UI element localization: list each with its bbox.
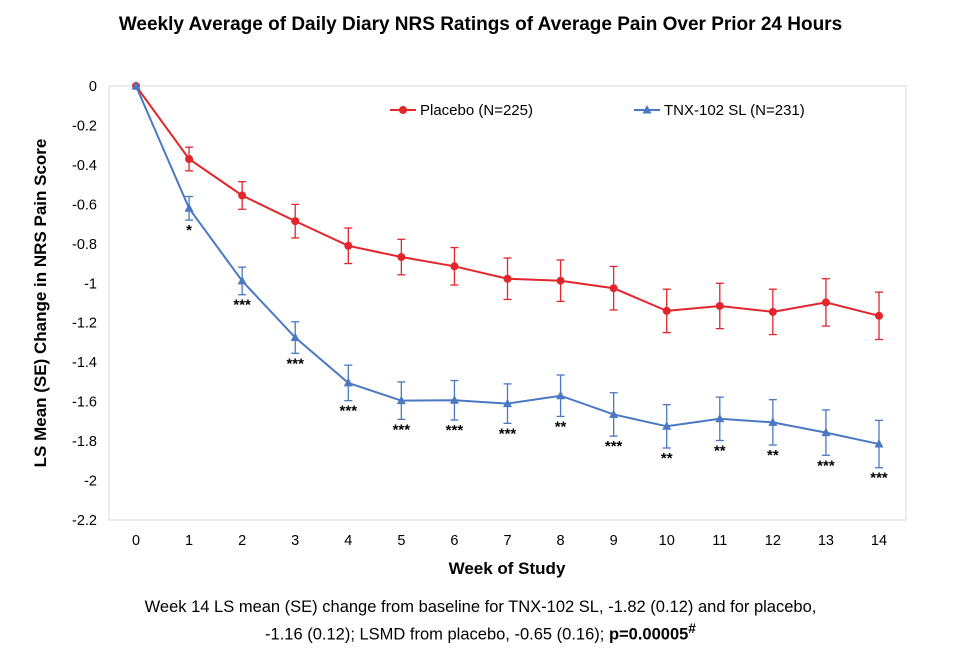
plot-area	[108, 85, 907, 521]
data-point	[397, 253, 406, 262]
significance-label: ***	[233, 297, 251, 314]
y-tick-label: -1	[84, 276, 97, 292]
data-point	[184, 203, 194, 212]
data-point	[556, 390, 566, 400]
significance-label: ***	[393, 421, 411, 438]
significance-label: **	[555, 418, 567, 435]
x-tick-label: 13	[818, 533, 834, 549]
data-point	[821, 298, 830, 307]
significance-label: **	[767, 447, 779, 464]
x-tick-label: 3	[291, 533, 299, 549]
legend: Placebo (N=225) TNX-102 SL (N=231)	[390, 102, 805, 119]
data-point	[768, 417, 778, 426]
y-tick-label: -2.2	[72, 513, 97, 529]
series-layer	[131, 81, 884, 469]
y-axis-ticks: 0 -0.2 -0.4 -0.6 -0.8 -1 -1.2 -1.4 -1.6 -1.8 -2 -2.…	[72, 79, 97, 529]
x-axis-label: Week of Study	[449, 559, 566, 578]
data-point	[821, 427, 831, 437]
x-tick-label: 5	[397, 533, 405, 549]
caption-line-2-text: -1.16 (0.12); LSMD from placebo, -0.65 (…	[265, 625, 609, 644]
x-tick-label: 6	[450, 533, 458, 549]
y-tick-label: -0.6	[72, 197, 97, 213]
data-point	[715, 413, 725, 423]
data-point	[290, 332, 300, 342]
significance-label: ***	[870, 470, 888, 487]
caption: Week 14 LS mean (SE) change from baselin…	[20, 596, 941, 646]
caption-line-2: -1.16 (0.12); LSMD from placebo, -0.65 (…	[20, 618, 941, 646]
line-chart: 0 -0.2 -0.4 -0.6 -0.8 -1 -1.2 -1.4 -1.6 -1.8 -2 -2.…	[31, 79, 907, 578]
data-point	[344, 241, 353, 250]
data-point	[449, 395, 459, 404]
significance-label: ***	[499, 425, 517, 442]
x-tick-label: 1	[185, 533, 193, 549]
legend-label: Placebo (N=225)	[420, 102, 533, 119]
data-point	[609, 284, 618, 293]
legend-item-1: Placebo (N=225)	[390, 102, 533, 119]
p-value-footnote-mark: #	[688, 621, 696, 636]
data-point	[238, 191, 247, 200]
y-tick-label: 0	[89, 79, 97, 95]
significance-label: ***	[817, 457, 835, 474]
data-point	[396, 395, 406, 405]
x-tick-label: 2	[238, 533, 246, 549]
data-point	[609, 409, 619, 418]
data-point	[503, 274, 512, 283]
legend-marker	[642, 105, 652, 114]
data-point	[875, 311, 883, 320]
legend-label: TNX-102 SL (N=231)	[664, 102, 805, 119]
x-tick-label: 9	[610, 533, 618, 549]
y-tick-label: -1.8	[72, 434, 97, 450]
y-tick-label: -2	[84, 474, 97, 490]
data-point	[503, 398, 512, 408]
data-point	[715, 301, 724, 310]
x-tick-label: 8	[557, 533, 565, 549]
data-point	[556, 276, 565, 285]
significance-label: ***	[605, 438, 623, 455]
significance-label: *	[186, 222, 192, 239]
x-tick-label: 10	[659, 533, 675, 549]
y-axis-label: LS Mean (SE) Change in NRS Pain Score	[31, 139, 50, 468]
data-point	[450, 262, 459, 271]
y-tick-label: -0.4	[72, 158, 97, 174]
significance-label: ***	[286, 355, 304, 372]
legend-item-2: TNX-102 SL (N=231)	[634, 102, 805, 119]
y-tick-label: -0.2	[72, 118, 97, 134]
data-point	[768, 307, 777, 316]
data-point	[662, 421, 672, 430]
data-point	[185, 154, 194, 163]
p-value: p=0.00005	[608, 625, 689, 644]
series-1	[132, 82, 883, 341]
x-tick-label: 7	[503, 533, 511, 549]
series-2	[131, 81, 884, 469]
data-point	[662, 306, 671, 315]
chart-title: Weekly Average of Daily Diary NRS Rating…	[118, 14, 843, 35]
y-tick-label: -1.4	[72, 355, 97, 371]
y-tick-label: -0.8	[72, 237, 97, 253]
x-tick-label: 12	[765, 533, 781, 549]
data-point	[237, 275, 247, 285]
significance-label: **	[714, 442, 726, 459]
legend-marker	[399, 106, 407, 114]
caption-line-1: Week 14 LS mean (SE) change from baselin…	[144, 598, 817, 616]
x-tick-label: 4	[344, 533, 352, 549]
x-tick-label: 11	[712, 533, 727, 549]
significance-label: **	[661, 450, 673, 467]
y-tick-label: -1.2	[72, 316, 97, 332]
data-point	[343, 377, 353, 387]
data-point	[291, 217, 300, 226]
data-point	[131, 81, 141, 90]
significance-label: ***	[446, 422, 464, 439]
significance-labels: ************* *** *** ******* ** ********	[186, 222, 888, 487]
y-tick-label: -1.6	[72, 395, 97, 411]
significance-label: ***	[340, 403, 358, 420]
x-tick-label: 14	[871, 533, 887, 549]
data-point	[874, 439, 884, 448]
x-tick-label: 0	[132, 533, 140, 549]
x-axis-ticks: 0 1 2 3 4 5 6 7 8 9 10 11 12 13 14	[132, 533, 887, 549]
